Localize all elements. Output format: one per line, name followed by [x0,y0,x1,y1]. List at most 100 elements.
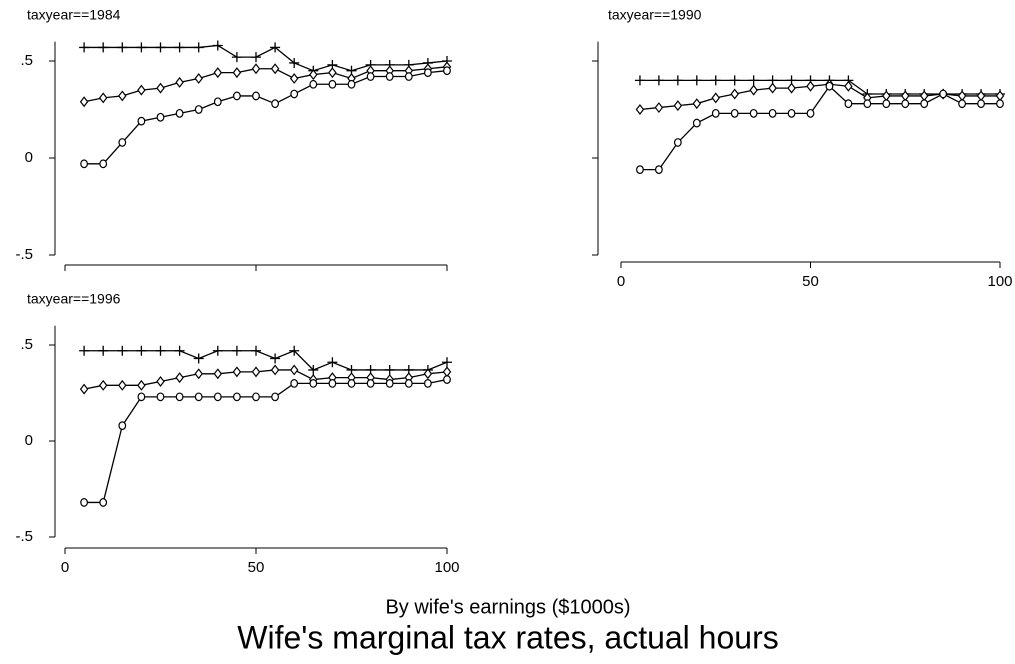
series-line [84,349,448,371]
diamond-marker [251,366,261,378]
circle-marker [118,138,127,147]
circle-marker [996,99,1004,109]
plus-marker [327,357,338,368]
plus-marker [98,345,109,356]
diamond-marker [673,100,683,112]
plus-marker [155,345,166,356]
diamond-marker [137,379,146,391]
circle-marker [290,379,299,388]
circle-marker [673,138,682,147]
diamond-marker [806,80,815,92]
diamond-marker [995,90,1005,102]
x-axis-label: By wife's earnings ($1000s) [385,596,630,618]
circle-marker [137,392,146,402]
circle-marker [99,159,108,169]
x-tick-label: 50 [248,559,265,576]
diamond-marker [175,372,184,384]
circle-marker [194,105,203,114]
diamond-marker [309,69,318,81]
diamond-marker [232,366,242,378]
circle-marker [636,165,644,175]
diamond-marker [900,90,910,102]
circle-marker [730,108,739,118]
circle-marker [787,108,796,118]
diamond-marker [289,364,299,376]
diamond-marker [175,76,184,88]
plus-marker [289,345,300,356]
diamond-marker [213,368,223,380]
plus-marker [710,75,721,86]
chart-title: Wife's marginal tax rates, actual hours [237,619,778,655]
diamond-marker [328,67,337,79]
circle-marker [213,97,222,107]
diamond-marker [919,90,929,102]
circle-marker [347,379,356,388]
circle-marker [366,72,375,81]
plus-marker [270,353,281,364]
circle-marker [768,108,777,118]
circle-marker [920,99,929,109]
circle-marker [271,392,280,402]
plus-marker [212,40,223,51]
circle-marker [939,89,948,99]
plus-marker [79,345,90,356]
circle-marker [692,118,701,128]
plus-marker [193,353,204,364]
y-tick-label: -.5 [15,246,33,263]
circle-marker [175,392,184,402]
diamond-marker [654,102,664,114]
circle-marker [655,165,663,175]
panel-title: taxyear==1996 [27,291,121,307]
plus-marker [653,75,664,86]
plus-marker [634,75,645,86]
circle-marker [309,379,318,388]
circle-marker [309,79,318,89]
circle-marker [232,91,241,101]
diamond-marker [79,383,89,395]
plus-marker [155,42,166,53]
plus-marker [174,42,185,53]
plus-marker [136,345,147,356]
circle-marker [99,498,108,507]
diamond-marker [749,84,758,96]
x-tick-label: 100 [434,559,459,576]
y-tick-label: 0 [25,149,33,166]
plus-marker [442,357,452,368]
circle-marker [252,392,260,402]
plus-marker [79,42,90,53]
diamond-marker [194,72,203,84]
y-tick-label: .5 [20,52,33,69]
circle-marker [290,89,299,99]
diamond-marker [692,98,702,110]
circle-marker [271,99,280,109]
series-line [84,44,448,72]
diamond-marker [194,368,203,380]
plus-marker [729,75,740,86]
diamond-marker [844,80,853,92]
x-tick-label: 50 [802,273,819,290]
series-line [84,70,448,165]
diamond-marker [635,104,645,115]
plus-marker [251,52,261,63]
diamond-marker [118,379,127,391]
diamond-marker [98,92,108,104]
diamond-marker [957,90,967,102]
circle-marker [328,379,337,388]
diamond-marker [882,90,891,102]
diamond-marker [768,82,777,94]
plus-marker [672,75,683,86]
circle-marker [806,108,815,118]
diamond-marker [118,90,127,102]
plus-marker [251,345,261,356]
circle-marker [443,375,451,384]
circle-marker [385,379,394,388]
circle-marker [443,66,451,76]
circle-marker [385,72,394,81]
diamond-marker [79,96,89,108]
circle-marker [156,392,165,402]
plus-marker [174,345,185,356]
circle-marker [749,108,758,118]
circle-marker [118,421,127,431]
